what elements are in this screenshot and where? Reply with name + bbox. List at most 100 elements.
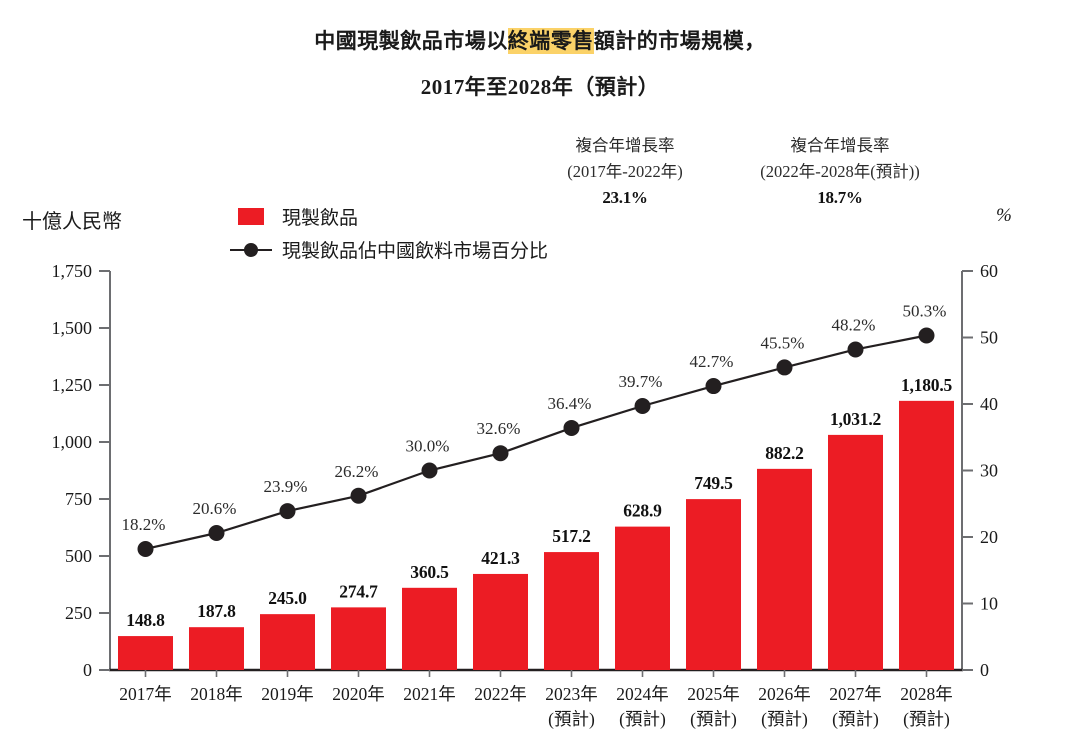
left-axis-tick-label: 1,500	[52, 318, 93, 338]
bar-value-label: 628.9	[623, 501, 662, 521]
right-axis-tick-label: 20	[980, 527, 998, 547]
bar-value-label: 360.5	[410, 562, 449, 582]
x-axis-tick-label: 2026年	[758, 684, 811, 704]
left-axis-tick-label: 500	[65, 546, 92, 566]
bar-2018年	[189, 627, 244, 670]
line-point-2017年	[137, 540, 154, 557]
line-value-label: 20.6%	[193, 499, 237, 518]
bar-2020年	[331, 607, 386, 670]
line-point-2025年	[705, 378, 722, 395]
chart-title-text-before: 中國現製飲品市場以	[314, 29, 508, 53]
bar-2019年	[260, 614, 315, 670]
chart-title: 中國現製飲品市場以終端零售額計的市場規模， 2017年至2028年（預計）	[0, 18, 1080, 110]
line-point-2023年	[563, 419, 580, 436]
legend-item-bar: 現製飲品	[228, 200, 548, 233]
line-point-2022年	[492, 445, 509, 462]
bar-value-label: 187.8	[197, 601, 236, 621]
line-value-label: 48.2%	[832, 315, 876, 334]
chart-title-line-1: 中國現製飲品市場以終端零售額計的市場規模，	[0, 18, 1080, 64]
bar-value-label: 1,031.2	[830, 409, 881, 429]
bar-2021年	[402, 587, 457, 670]
bar-value-label: 274.7	[339, 581, 378, 601]
legend-bar-swatch-wrap	[228, 208, 274, 225]
right-axis-tick-label: 40	[980, 394, 998, 414]
left-axis-tick-label: 1,000	[52, 432, 93, 452]
x-axis-tick-label: 2021年	[403, 684, 456, 704]
bar-2024年	[615, 526, 670, 670]
x-axis-tick-label: 2023年	[545, 684, 598, 704]
chart-legend: 現製飲品 現製飲品佔中國飲料市場百分比	[228, 200, 548, 266]
x-axis-tick-note: (預計)	[690, 709, 737, 729]
right-axis-tick-label: 30	[980, 461, 998, 481]
x-axis-tick-note: (預計)	[548, 709, 595, 729]
line-value-label: 18.2%	[122, 515, 166, 534]
x-axis-tick-label: 2020年	[332, 684, 385, 704]
bar-value-label: 245.0	[268, 588, 307, 608]
line-value-label: 32.6%	[477, 419, 521, 438]
left-axis-tick-label: 250	[65, 603, 92, 623]
bar-value-label: 421.3	[481, 548, 520, 568]
line-value-label: 39.7%	[619, 372, 663, 391]
left-axis-unit-label: 十億人民幣	[22, 211, 122, 233]
cagr-period-1: (2017年-2022年)	[567, 162, 683, 181]
line-value-label: 45.5%	[761, 333, 805, 352]
x-axis-tick-note: (預計)	[619, 709, 666, 729]
line-point-2027年	[847, 341, 864, 358]
line-value-label: 30.0%	[406, 437, 450, 456]
x-axis-tick-label: 2017年	[119, 684, 172, 704]
bar-value-label: 749.5	[694, 473, 733, 493]
line-value-label: 26.2%	[335, 462, 379, 481]
red-square-icon	[238, 208, 264, 225]
line-value-label: 23.9%	[264, 477, 308, 496]
left-axis-tick-label: 1,250	[52, 375, 93, 395]
legend-bar-label: 現製飲品	[282, 208, 359, 229]
x-axis-tick-note: (預計)	[832, 709, 879, 729]
line-point-2019年	[279, 503, 296, 520]
line-point-2020年	[350, 487, 367, 504]
line-value-label: 50.3%	[903, 302, 947, 321]
line-marker-icon	[230, 242, 272, 257]
right-axis-tick-label: 60	[980, 261, 998, 281]
legend-line-swatch-wrap	[228, 242, 274, 257]
cagr-value-1: 23.1%	[602, 188, 648, 207]
bar-value-label: 1,180.5	[901, 375, 953, 395]
cagr-heading-1: 複合年增長率	[575, 136, 675, 155]
legend-item-line: 現製飲品佔中國飲料市場百分比	[228, 233, 548, 266]
cagr-block-2022-2028: 複合年增長率 (2022年-2028年(預計)) 18.7%	[735, 133, 945, 211]
line-point-2018年	[208, 525, 225, 542]
cagr-period-2: (2022年-2028年(預計))	[760, 162, 920, 181]
x-axis-tick-label: 2028年	[900, 684, 953, 704]
cagr-value-2: 18.7%	[817, 188, 863, 207]
bar-2028年	[899, 400, 954, 670]
x-axis-tick-label: 2018年	[190, 684, 243, 704]
chart-title-highlight: 終端零售	[507, 28, 594, 54]
bar-2022年	[473, 573, 528, 670]
bar-value-label: 517.2	[552, 526, 590, 546]
percentage-line	[145, 334, 927, 551]
x-axis-tick-label: 2022年	[474, 684, 527, 704]
bar-2017年	[118, 636, 173, 670]
left-axis-tick-label: 0	[83, 660, 92, 680]
x-axis-tick-label: 2027年	[829, 684, 882, 704]
line-point-2026年	[776, 359, 793, 376]
cagr-heading-2: 複合年增長率	[790, 136, 890, 155]
right-axis-tick-label: 10	[980, 594, 998, 614]
line-value-label: 36.4%	[548, 394, 592, 413]
x-axis-tick-label: 2019年	[261, 684, 314, 704]
left-axis-tick-label: 750	[65, 489, 92, 509]
right-axis-tick-label: 0	[980, 660, 989, 680]
line-point-2024年	[634, 397, 651, 414]
line-value-label: 42.7%	[690, 352, 734, 371]
x-axis-tick-note: (預計)	[903, 709, 950, 729]
bar-2025年	[686, 499, 741, 670]
x-axis-tick-label: 2024年	[616, 684, 669, 704]
right-axis-tick-label: 50	[980, 328, 998, 348]
bar-value-label: 882.2	[765, 443, 803, 463]
bar-2027年	[828, 434, 883, 670]
bar-2023年	[544, 552, 599, 670]
bar-value-label: 148.8	[126, 610, 165, 630]
line-point-2028年	[918, 327, 935, 344]
line-point-2021年	[421, 462, 438, 479]
